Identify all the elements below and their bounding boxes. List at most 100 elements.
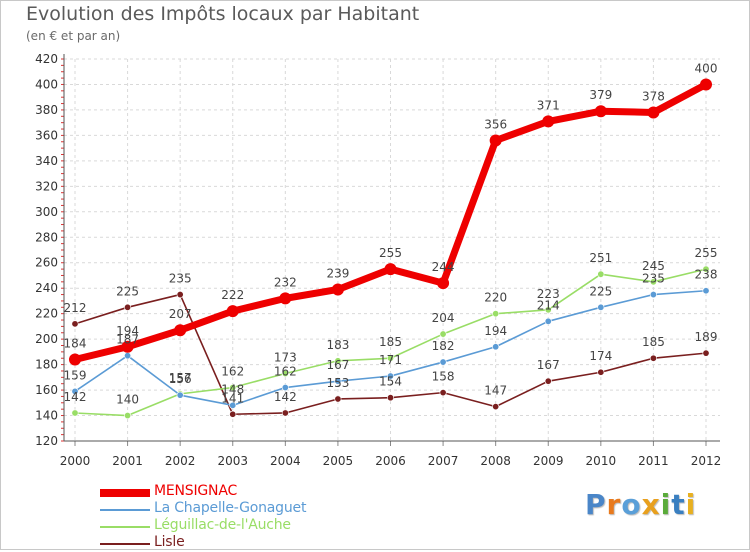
data-label: 232	[274, 275, 297, 289]
data-label: 223	[537, 287, 560, 301]
data-label: 255	[695, 246, 718, 260]
y-tick-label: 380	[35, 103, 58, 117]
y-tick-label: 280	[35, 230, 58, 244]
x-tick-label: 2005	[323, 454, 354, 468]
data-label: 239	[326, 266, 349, 280]
data-point	[542, 115, 555, 128]
data-label: 148	[221, 382, 244, 396]
data-point	[281, 370, 289, 378]
series-lisle	[71, 291, 710, 418]
data-label: 255	[379, 246, 402, 260]
data-label: 183	[326, 338, 349, 352]
data-label: 238	[695, 268, 718, 282]
data-label: 185	[379, 335, 402, 349]
logo-letter: t	[671, 488, 686, 521]
x-tick-label: 2002	[165, 454, 196, 468]
data-point	[176, 291, 184, 299]
data-point	[386, 354, 394, 362]
data-label: 184	[64, 337, 87, 351]
data-point	[702, 349, 710, 357]
y-tick-label: 340	[35, 154, 58, 168]
x-tick-label: 2010	[586, 454, 617, 468]
x-tick-label: 2007	[428, 454, 459, 468]
data-point	[384, 263, 397, 276]
data-label: 141	[221, 391, 244, 405]
data-label: 400	[695, 61, 718, 75]
data-label: 162	[274, 365, 297, 379]
data-point	[702, 287, 710, 295]
data-point	[649, 291, 657, 299]
y-tick-label: 140	[35, 409, 58, 423]
data-label: 157	[169, 371, 192, 385]
logo-letter: r	[606, 488, 622, 521]
data-point	[437, 277, 450, 290]
logo-letter: x	[641, 488, 661, 521]
x-tick-label: 2009	[533, 454, 564, 468]
y-tick-label: 220	[35, 307, 58, 321]
x-tick-label: 2000	[60, 454, 91, 468]
data-label: 185	[642, 335, 665, 349]
data-point	[69, 353, 81, 366]
data-label: 222	[221, 288, 244, 302]
data-point	[439, 358, 447, 366]
data-point	[124, 303, 132, 311]
data-label: 173	[274, 351, 297, 365]
data-point	[492, 310, 500, 318]
data-label: 379	[589, 88, 612, 102]
data-label: 189	[695, 330, 718, 344]
y-tick-label: 240	[35, 281, 58, 295]
data-point	[439, 389, 447, 397]
data-label: 162	[221, 365, 244, 379]
legend-swatch	[100, 489, 150, 497]
data-label: 147	[484, 384, 507, 398]
legend-label: Lisle	[154, 534, 185, 550]
data-point	[492, 343, 500, 351]
data-point	[229, 384, 237, 392]
data-point	[544, 377, 552, 385]
data-point	[124, 412, 132, 420]
data-point	[544, 317, 552, 325]
data-label: 167	[326, 358, 349, 372]
data-label: 251	[589, 251, 612, 265]
data-label: 244	[432, 260, 455, 274]
data-label: 356	[484, 117, 507, 131]
data-point	[176, 391, 184, 399]
x-tick-label: 2003	[217, 454, 248, 468]
data-point	[229, 401, 237, 409]
data-label: 225	[116, 284, 139, 298]
y-tick-label: 160	[35, 383, 58, 397]
data-label: 371	[537, 98, 560, 112]
x-tick-label: 2001	[112, 454, 143, 468]
data-label: 220	[484, 291, 507, 305]
data-point	[492, 403, 500, 411]
data-label: 154	[379, 375, 402, 389]
data-label: 204	[432, 311, 455, 325]
proxiti-logo: Proxiti	[585, 488, 696, 521]
y-tick-label: 120	[35, 434, 58, 448]
y-tick-label: 260	[35, 256, 58, 270]
legend-label: Léguillac-de-l'Auche	[154, 517, 291, 533]
data-label: 142	[274, 390, 297, 404]
data-point	[331, 283, 344, 296]
logo-letter: o	[621, 488, 642, 521]
legend-label: La Chapelle-Gonaguet	[154, 500, 307, 516]
x-tick-label: 2008	[480, 454, 511, 468]
data-label: 245	[642, 259, 665, 273]
x-tick-label: 2006	[375, 454, 406, 468]
data-point	[279, 292, 292, 305]
data-label: 158	[432, 370, 455, 384]
data-point	[386, 372, 394, 380]
data-label: 194	[116, 324, 139, 338]
data-label: 142	[64, 390, 87, 404]
legend-swatch	[100, 543, 150, 545]
logo-letter: i	[685, 488, 697, 521]
data-label: 207	[169, 307, 192, 321]
chart-title: Evolution des Impôts locaux par Habitant	[26, 3, 420, 25]
legend-swatch	[100, 509, 150, 511]
series-la-chapelle-gonaguet	[71, 287, 710, 409]
data-label: 159	[64, 368, 87, 382]
data-point	[597, 368, 605, 376]
y-tick-label: 420	[35, 52, 58, 66]
data-point	[334, 395, 342, 403]
